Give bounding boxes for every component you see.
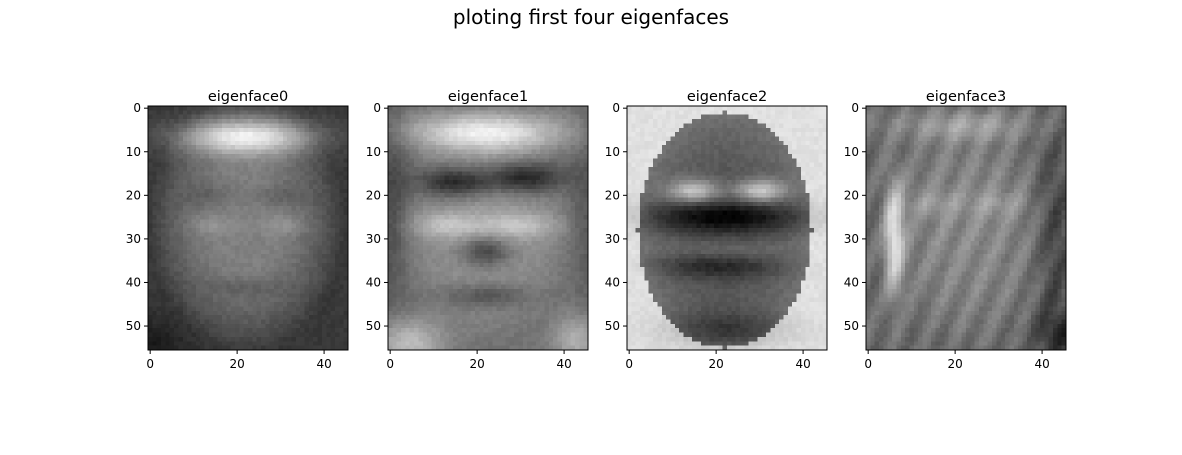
x-tick-label: 0 xyxy=(625,357,633,371)
y-tick-label: 0 xyxy=(133,101,141,115)
y-tick-label: 0 xyxy=(851,101,859,115)
y-tick-label: 40 xyxy=(844,275,859,289)
y-tick-label: 30 xyxy=(366,232,381,246)
y-tick-label: 30 xyxy=(844,232,859,246)
x-tick-label: 40 xyxy=(1034,357,1049,371)
panel-title: eigenface3 xyxy=(926,89,1006,105)
heatmap-image xyxy=(627,106,828,351)
x-tick-label: 0 xyxy=(386,357,394,371)
x-tick-label: 40 xyxy=(556,357,571,371)
x-tick-label: 20 xyxy=(947,357,962,371)
y-tick-label: 0 xyxy=(373,101,381,115)
y-tick-label: 10 xyxy=(605,145,620,159)
y-tick-label: 20 xyxy=(844,188,859,202)
y-tick-label: 10 xyxy=(366,145,381,159)
eigenface-panel-2: eigenface2 0 20 40 0 10 20 30 40 50 xyxy=(605,89,828,371)
eigenface-panel-1: eigenface1 0 20 40 0 10 20 30 40 50 xyxy=(366,89,589,371)
y-tick-label: 10 xyxy=(126,145,141,159)
heatmap-image xyxy=(866,106,1067,351)
x-tick-label: 0 xyxy=(146,357,154,371)
x-tick-label: 40 xyxy=(316,357,331,371)
y-tick-label: 40 xyxy=(366,275,381,289)
y-tick-label: 20 xyxy=(126,188,141,202)
axes-frame xyxy=(387,105,589,351)
panel-title: eigenface2 xyxy=(687,89,767,105)
panel-title: eigenface1 xyxy=(448,89,528,105)
y-tick-label: 30 xyxy=(605,232,620,246)
panels-group: eigenface0 0 20 40 0 10 20 30 40 50 eigenface1 0 20 4… xyxy=(126,89,1067,371)
x-tick-label: 40 xyxy=(795,357,810,371)
panel-title: eigenface0 xyxy=(208,89,288,105)
y-tick-label: 20 xyxy=(605,188,620,202)
heatmap-image xyxy=(148,106,349,351)
x-tick-label: 20 xyxy=(708,357,723,371)
y-tick-label: 30 xyxy=(126,232,141,246)
eigenface-panel-3: eigenface3 0 20 40 0 10 20 30 40 50 xyxy=(844,89,1067,371)
y-tick-label: 40 xyxy=(605,275,620,289)
y-tick-label: 0 xyxy=(612,101,620,115)
x-tick-label: 20 xyxy=(469,357,484,371)
axes-frame xyxy=(147,105,349,351)
y-tick-label: 40 xyxy=(126,275,141,289)
heatmap-image xyxy=(388,106,589,351)
axes-frame xyxy=(865,105,1067,351)
y-tick-label: 50 xyxy=(366,319,381,333)
y-tick-label: 50 xyxy=(844,319,859,333)
y-tick-label: 10 xyxy=(844,145,859,159)
x-tick-label: 0 xyxy=(864,357,872,371)
y-tick-label: 50 xyxy=(605,319,620,333)
x-tick-label: 20 xyxy=(229,357,244,371)
y-tick-label: 50 xyxy=(126,319,141,333)
axes-frame xyxy=(626,105,828,351)
eigenface-panel-0: eigenface0 0 20 40 0 10 20 30 40 50 xyxy=(126,89,349,371)
y-tick-label: 20 xyxy=(366,188,381,202)
figure-title: ploting first four eigenfaces xyxy=(453,5,729,29)
